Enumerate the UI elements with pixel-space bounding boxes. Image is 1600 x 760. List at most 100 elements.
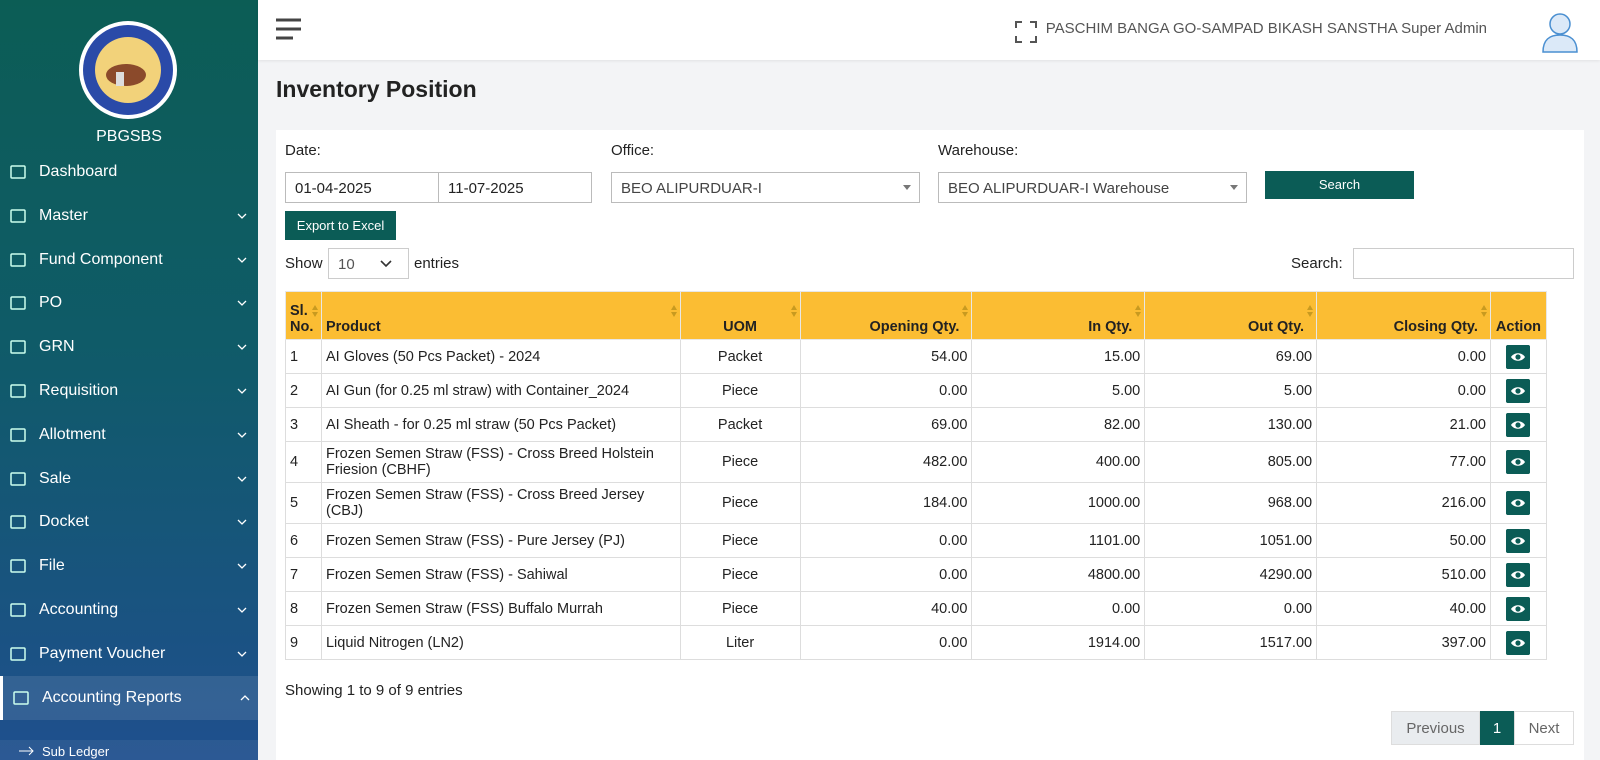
table-cell: 54.00 xyxy=(800,340,972,374)
action-cell xyxy=(1490,483,1546,524)
sort-icon xyxy=(312,304,318,318)
menu-item[interactable]: PO xyxy=(0,281,258,325)
menu-icon xyxy=(9,207,27,225)
inventory-table: Sl. No.ProductUOMOpening Qty.In Qty.Out … xyxy=(285,291,1547,660)
next-button[interactable]: Next xyxy=(1514,711,1574,745)
logo xyxy=(78,20,178,120)
menu-item[interactable]: Fund Component xyxy=(0,238,258,282)
menu-label: Sale xyxy=(39,470,71,488)
table-cell: 8 xyxy=(286,592,322,626)
view-button[interactable] xyxy=(1506,631,1530,655)
office-select[interactable]: BEO ALIPURDUAR-I xyxy=(611,172,920,203)
menu-label: GRN xyxy=(39,338,75,356)
fullscreen-icon[interactable] xyxy=(1015,21,1037,43)
warehouse-select[interactable]: BEO ALIPURDUAR-I Warehouse xyxy=(938,172,1247,203)
menu-icon xyxy=(9,163,27,181)
warehouse-label: Warehouse: xyxy=(938,142,1018,159)
table-cell: 0.00 xyxy=(1317,340,1491,374)
menu-toggle[interactable] xyxy=(275,17,303,41)
table-cell: 0.00 xyxy=(800,374,972,408)
view-button[interactable] xyxy=(1506,450,1530,474)
page-button[interactable]: 1 xyxy=(1480,711,1514,745)
previous-button[interactable]: Previous xyxy=(1391,711,1480,745)
view-button[interactable] xyxy=(1506,345,1530,369)
table-cell: 482.00 xyxy=(800,442,972,483)
sort-icon xyxy=(671,304,677,318)
menu-item[interactable]: Master xyxy=(0,194,258,238)
action-cell xyxy=(1490,626,1546,660)
menu-item[interactable]: File xyxy=(0,544,258,588)
table-cell: 1 xyxy=(286,340,322,374)
column-header: Out Qty. xyxy=(1145,292,1317,340)
menu-item[interactable]: Sale xyxy=(0,457,258,501)
table-cell: 5 xyxy=(286,483,322,524)
menu-item[interactable]: Docket xyxy=(0,500,258,544)
table-cell: 1000.00 xyxy=(972,483,1145,524)
chevron xyxy=(237,431,247,439)
table-cell: 69.00 xyxy=(1145,340,1317,374)
table-cell: Piece xyxy=(680,374,800,408)
table-cell: 6 xyxy=(286,524,322,558)
view-button[interactable] xyxy=(1506,413,1530,437)
table-row: 9Liquid Nitrogen (LN2)Liter0.001914.0015… xyxy=(286,626,1547,660)
menu-icon xyxy=(9,513,27,531)
arrow-icon xyxy=(18,746,38,756)
menu-item[interactable]: Dashboard xyxy=(0,150,258,194)
export-button[interactable]: Export to Excel xyxy=(285,211,396,240)
menu-icon xyxy=(9,601,27,619)
view-button[interactable] xyxy=(1506,529,1530,553)
menu-item[interactable]: Accounting xyxy=(0,588,258,632)
menu-item[interactable]: Payment Voucher xyxy=(0,632,258,676)
view-button[interactable] xyxy=(1506,597,1530,621)
menu-label: Payment Voucher xyxy=(39,645,165,663)
avatar[interactable] xyxy=(1540,9,1580,53)
submenu-item[interactable]: Sub Ledger xyxy=(0,740,258,760)
table-cell: 9 xyxy=(286,626,322,660)
view-button[interactable] xyxy=(1506,379,1530,403)
action-cell xyxy=(1490,374,1546,408)
search-button[interactable]: Search xyxy=(1265,171,1414,199)
table-cell: 1051.00 xyxy=(1145,524,1317,558)
office-label: Office: xyxy=(611,142,654,159)
table-info: Showing 1 to 9 of 9 entries xyxy=(285,682,463,699)
page-size-select[interactable]: 10 xyxy=(328,248,409,279)
sort-icon xyxy=(1481,304,1487,318)
menu-label: Fund Component xyxy=(39,251,163,269)
table-cell: Packet xyxy=(680,408,800,442)
table-cell: AI Gun (for 0.25 ml straw) with Containe… xyxy=(321,374,680,408)
column-header: Opening Qty. xyxy=(800,292,972,340)
menu-item[interactable]: Allotment xyxy=(0,413,258,457)
menu-item[interactable]: Accounting Reports xyxy=(0,676,258,720)
submenu-label[interactable]: Sub Ledger xyxy=(42,744,109,759)
table-cell: 805.00 xyxy=(1145,442,1317,483)
table-row: 5Frozen Semen Straw (FSS) - Cross Breed … xyxy=(286,483,1547,524)
table-cell: 0.00 xyxy=(800,558,972,592)
chevron xyxy=(237,256,247,264)
topbar: PASCHIM BANGA GO-SAMPAD BIKASH SANSTHA S… xyxy=(258,0,1600,60)
table-cell: Piece xyxy=(680,442,800,483)
view-button[interactable] xyxy=(1506,491,1530,515)
table-cell: 0.00 xyxy=(800,524,972,558)
sort-icon xyxy=(962,304,968,318)
table-row: 4Frozen Semen Straw (FSS) - Cross Breed … xyxy=(286,442,1547,483)
menu-icon xyxy=(9,338,27,356)
table-cell: 968.00 xyxy=(1145,483,1317,524)
date-to[interactable]: 11-07-2025 xyxy=(438,172,592,203)
menu-item[interactable]: GRN xyxy=(0,325,258,369)
search-input[interactable] xyxy=(1353,248,1574,279)
action-cell xyxy=(1490,408,1546,442)
menu-label: Accounting Reports xyxy=(42,689,182,707)
table-cell: Liter xyxy=(680,626,800,660)
table-row: 3AI Sheath - for 0.25 ml straw (50 Pcs P… xyxy=(286,408,1547,442)
view-button[interactable] xyxy=(1506,563,1530,587)
menu-label: Accounting xyxy=(39,601,118,619)
table-cell: 4290.00 xyxy=(1145,558,1317,592)
table-cell: Frozen Semen Straw (FSS) - Pure Jersey (… xyxy=(321,524,680,558)
menu-label: File xyxy=(39,557,65,575)
menu-item[interactable]: Requisition xyxy=(0,369,258,413)
date-from[interactable]: 01-04-2025 xyxy=(285,172,439,203)
menu-icon xyxy=(9,382,27,400)
table-cell: 1517.00 xyxy=(1145,626,1317,660)
table-cell: Liquid Nitrogen (LN2) xyxy=(321,626,680,660)
